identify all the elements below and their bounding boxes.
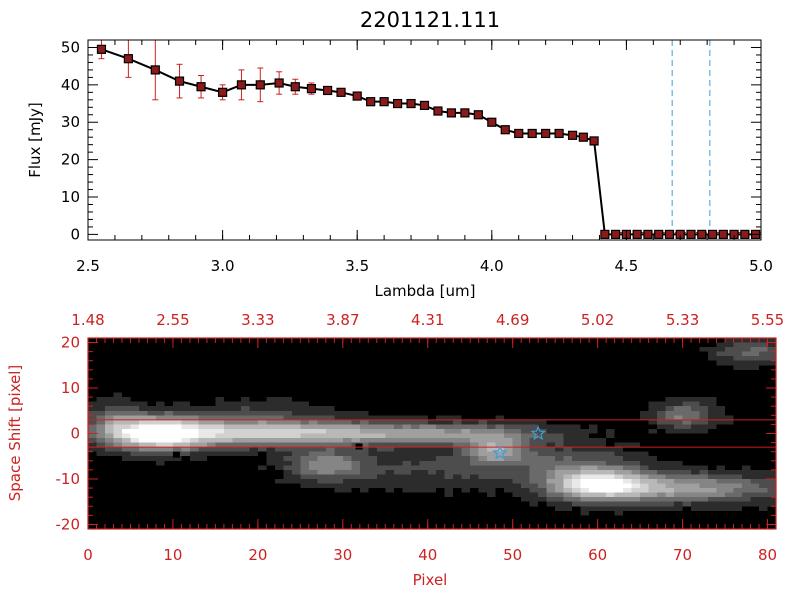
dark-pixel	[355, 443, 363, 450]
flux-point	[174, 76, 185, 86]
flux-point	[352, 91, 362, 101]
flux-point	[336, 87, 346, 97]
x-tick-label: 70	[673, 546, 692, 564]
flux-point	[600, 229, 610, 239]
flux-point	[643, 229, 653, 239]
x-tick-label: 10	[163, 546, 182, 564]
flux-point	[379, 97, 389, 107]
top-wavelength-label: 4.31	[411, 311, 444, 329]
x-tick-label: 5.0	[749, 257, 773, 275]
flux-point	[290, 82, 300, 92]
flux-point	[554, 128, 564, 139]
x-tick-label: 3.0	[211, 257, 235, 275]
flux-point	[473, 110, 483, 120]
spectral-image	[88, 338, 776, 529]
flux-point	[740, 229, 750, 239]
flux-point	[196, 82, 206, 92]
x-tick-label: 30	[333, 546, 352, 564]
x-tick-label: 40	[418, 546, 437, 564]
chart-title: 2201121.111	[360, 8, 500, 32]
flux-point	[150, 65, 160, 75]
flux-point	[274, 78, 284, 88]
flux-point	[460, 108, 470, 118]
x-tick-label: 60	[588, 546, 607, 564]
flux-point	[306, 83, 317, 94]
y-tick-label: 40	[61, 76, 80, 94]
y-tick-label: 10	[61, 379, 80, 397]
flux-point	[578, 132, 588, 142]
y-tick-label: -20	[56, 515, 81, 533]
flux-point	[236, 80, 247, 90]
x-tick-label: 0	[83, 546, 93, 564]
source-star-marker	[530, 425, 546, 441]
spectral-image-plot: 0 10 20 30 40 50 60 70 80 -20 -10 0 10 20 1.48 2.55 3.33…	[6, 311, 784, 589]
y-tick-label: 10	[61, 188, 80, 206]
x-tick-label: 2.5	[76, 257, 100, 275]
flux-point	[433, 106, 443, 116]
flux-point	[611, 229, 621, 239]
y-tick-label: 20	[61, 151, 80, 169]
flux-line	[101, 48, 756, 236]
flux-point	[406, 98, 416, 109]
top-wavelength-label: 5.55	[751, 311, 784, 329]
flux-point	[686, 229, 696, 239]
y-tick-label: 0	[70, 225, 80, 243]
flux-point	[96, 44, 107, 54]
x-tick-label: 50	[503, 546, 522, 564]
flux-point	[487, 117, 497, 127]
top-wavelength-label: 3.87	[326, 311, 359, 329]
top-wavelength-label: 1.48	[71, 311, 104, 329]
flux-point	[527, 128, 537, 139]
flux-point	[664, 229, 675, 239]
flux-point	[123, 54, 133, 64]
top-wavelength-label: 5.33	[666, 311, 699, 329]
top-wavelength-label: 4.69	[496, 311, 529, 329]
flux-point	[707, 229, 718, 239]
flux-point	[392, 98, 403, 109]
flux-point	[255, 80, 265, 90]
flux-point	[218, 87, 228, 97]
flux-point	[654, 229, 664, 239]
image-y-axis-label: Space Shift [pixel]	[6, 365, 24, 502]
top-wavelength-label: 2.55	[156, 311, 189, 329]
flux-point	[514, 128, 524, 139]
flux-point	[541, 128, 551, 139]
y-tick-label: 50	[61, 38, 80, 56]
flux-point	[718, 229, 728, 239]
flux-point	[697, 229, 707, 239]
flux-point	[500, 125, 510, 135]
flux-point	[446, 108, 457, 118]
top-wavelength-label: 5.02	[581, 311, 614, 329]
y-tick-label: 30	[61, 113, 80, 131]
image-x-axis-label: Pixel	[413, 571, 448, 589]
flux-point	[632, 229, 642, 239]
spectrum-plot: 2.5 3.0 3.5 4.0 4.5 5.0 0 10 20 30 40 50 Lambda [um…	[26, 38, 773, 300]
top-wavelength-label: 3.33	[241, 311, 274, 329]
spectrum-plot-frame	[87, 39, 762, 241]
flux-point	[366, 97, 376, 107]
y-tick-label: -10	[56, 470, 81, 488]
y-tick-label: 0	[70, 425, 80, 443]
x-tick-label: 20	[248, 546, 267, 564]
x-tick-label: 80	[758, 546, 777, 564]
flux-point	[567, 130, 578, 140]
x-tick-label: 4.0	[480, 257, 504, 275]
x-tick-label: 3.5	[345, 257, 369, 275]
flux-point	[419, 100, 430, 111]
spectrum-y-axis-label: Flux [mJy]	[26, 102, 44, 178]
spectral-image-frame	[87, 337, 777, 530]
y-tick-label: 20	[61, 334, 80, 352]
x-tick-label: 4.5	[614, 257, 638, 275]
spectrum-x-axis-label: Lambda [um]	[375, 282, 476, 300]
flux-point	[322, 85, 333, 96]
flux-point	[589, 136, 599, 146]
dark-pixel	[172, 451, 180, 458]
source-star-marker	[492, 445, 508, 460]
